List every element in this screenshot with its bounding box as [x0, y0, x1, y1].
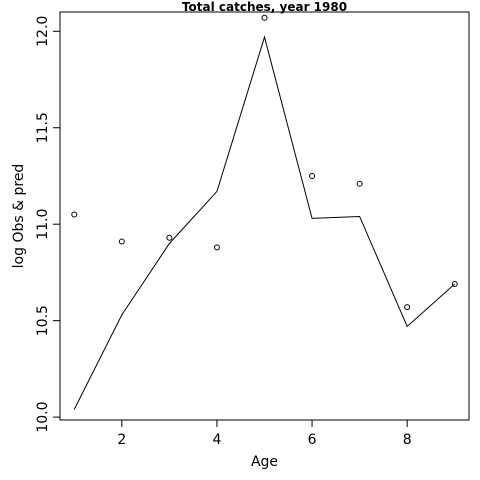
- observed-point: [166, 234, 173, 241]
- y-tick-label: 10.0: [35, 402, 51, 433]
- y-tick-label: 11.0: [35, 209, 51, 240]
- x-tick-label: 2: [117, 432, 126, 448]
- observed-point: [261, 14, 268, 21]
- observed-points: [71, 14, 458, 311]
- observed-point: [213, 244, 220, 251]
- chart-title: Total catches, year 1980: [182, 0, 347, 14]
- predicted-line: [73, 35, 456, 410]
- observed-point: [118, 238, 125, 245]
- y-axis-label: log Obs & pred: [11, 164, 27, 269]
- observed-point: [451, 281, 458, 287]
- x-tick-label: 6: [308, 432, 317, 448]
- observed-point: [356, 180, 363, 187]
- x-tick-label: 4: [212, 432, 221, 448]
- observed-point: [404, 304, 411, 311]
- x-tick-label: 8: [403, 432, 412, 448]
- y-tick-label: 11.5: [35, 112, 51, 143]
- observed-point: [309, 172, 316, 179]
- plot-frame: [59, 11, 470, 421]
- observed-point: [71, 211, 78, 218]
- y-tick-label: 12.0: [35, 16, 51, 47]
- x-axis: 2 4 6 8: [117, 419, 412, 448]
- y-tick-label: 10.5: [35, 305, 51, 336]
- x-axis-label: Age: [251, 454, 278, 470]
- y-axis: 10.0 10.5 11.0 11.5 12.0: [35, 16, 61, 433]
